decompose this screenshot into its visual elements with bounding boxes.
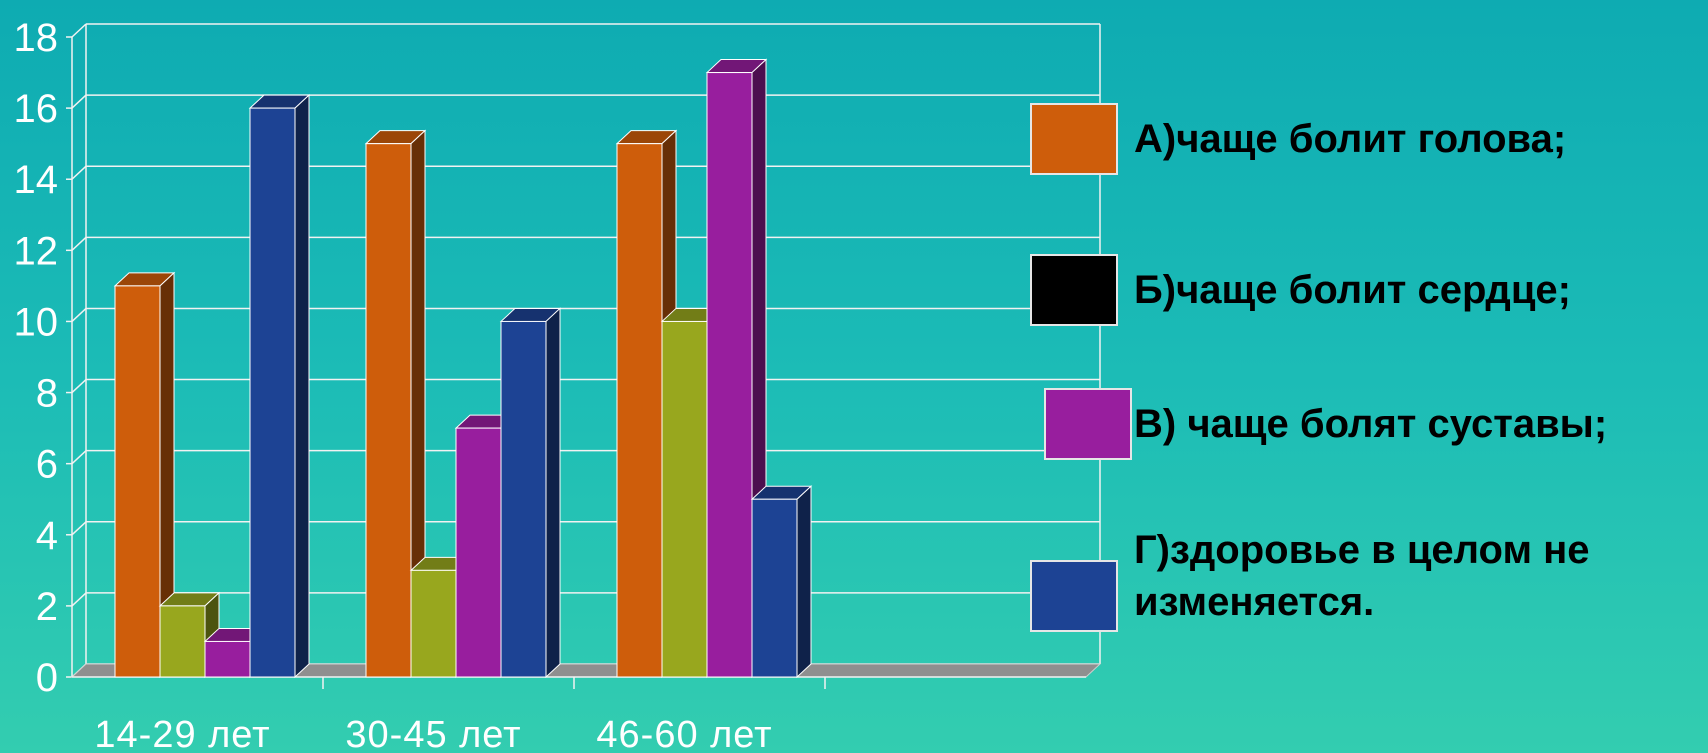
y-tick-label: 18 — [14, 16, 59, 60]
bar-front — [249, 107, 296, 678]
bar-front — [751, 498, 798, 678]
legend-label-a: А)чаще болит голова; — [1134, 117, 1567, 161]
bars — [113, 58, 813, 679]
bar-front — [616, 143, 663, 678]
bar-front — [159, 605, 206, 678]
bar — [364, 129, 427, 679]
gridline-depth — [71, 94, 87, 109]
bar-front — [204, 640, 251, 678]
legend-item-d: Г)здоровье в целом не изменяется. — [1030, 520, 1694, 632]
gridline-depth — [71, 521, 87, 536]
legend-swatch-b — [1030, 254, 1118, 326]
legend-item-a: А)чаще болит голова; — [1030, 103, 1566, 175]
legend-swatch-c — [1044, 388, 1132, 460]
bar-front — [455, 427, 502, 678]
bar — [499, 307, 562, 679]
gridline-depth — [71, 307, 87, 322]
x-tick-label: 46-60 лет — [596, 714, 772, 753]
bar-front — [500, 320, 547, 678]
legend-label-b: Б)чаще болит сердце; — [1134, 268, 1571, 312]
bar — [248, 93, 311, 679]
y-tick-label: 16 — [14, 87, 59, 131]
bar-side — [294, 93, 310, 679]
y-tick-label: 4 — [36, 514, 58, 558]
gridlines — [66, 23, 1101, 678]
legend-item-c: В) чаще болят суставы; — [1044, 388, 1607, 460]
y-tick-label: 6 — [36, 443, 58, 487]
bar-side — [545, 307, 561, 679]
bar-front — [410, 569, 457, 678]
legend-label-c: В) чаще болят суставы; — [1134, 402, 1608, 446]
x-tick-label: 14-29 лет — [94, 714, 270, 753]
legend-item-b: Б)чаще болит сердце; — [1030, 254, 1571, 326]
bar-front — [661, 320, 708, 678]
legend-swatch-a — [1030, 103, 1118, 175]
bar-side — [796, 485, 812, 679]
bar-front — [114, 285, 161, 678]
y-tick-label: 2 — [36, 585, 58, 629]
x-tick-label: 30-45 лет — [345, 714, 521, 753]
legend-label-d: Г)здоровье в целом не изменяется. — [1134, 528, 1590, 624]
y-tick-label: 0 — [36, 656, 58, 700]
y-tick-label: 12 — [14, 229, 59, 273]
gridline-depth — [71, 592, 87, 607]
y-tick-label: 10 — [14, 300, 59, 344]
gridline-depth — [71, 379, 87, 394]
bar-front — [365, 143, 412, 678]
bar — [750, 485, 813, 679]
gridline-depth — [71, 165, 87, 180]
gridline-depth — [71, 23, 87, 38]
y-tick-label: 8 — [36, 372, 58, 416]
gridline-depth — [71, 236, 87, 251]
y-tick-label: 14 — [14, 158, 59, 202]
legend-swatch-d — [1030, 560, 1118, 632]
bar-front — [706, 72, 753, 678]
bar — [158, 591, 221, 679]
gridline-depth — [71, 450, 87, 465]
